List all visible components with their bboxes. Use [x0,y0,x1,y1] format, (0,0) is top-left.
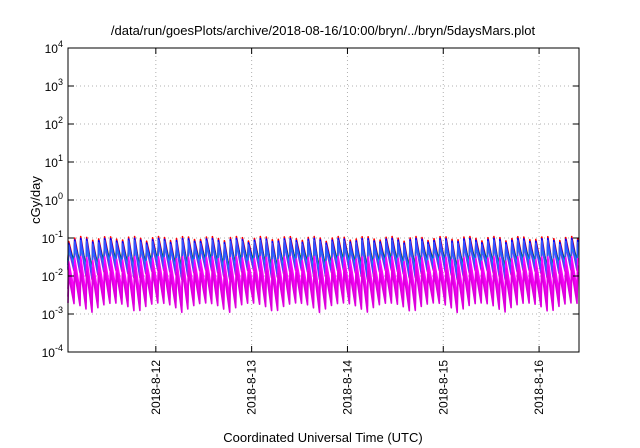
x-axis: 2018-8-12 2018-8-13 2018-8-14 2018-8-15 2018… [149,48,546,415]
y-tick-label: 10-1 [42,229,63,246]
x-tick-label: 2018-8-12 [149,360,163,415]
x-tick-label: 2018-8-13 [245,360,259,415]
y-axis-label: cGy/day [28,176,43,224]
y-axis: 10-4 10-3 10-2 10-1 100 101 102 103 104 [42,39,579,360]
series-line [67,239,579,279]
x-tick-label: 2018-8-16 [532,360,546,415]
chart-title: /data/run/goesPlots/archive/2018-08-16/1… [111,23,536,38]
y-tick-label: 10-3 [42,305,63,322]
x-tick-label: 2018-8-15 [436,360,450,415]
y-tick-label: 10-2 [42,267,63,284]
y-tick-label: 100 [45,191,63,208]
series-group [67,235,579,314]
y-tick-label: 10-4 [42,343,63,360]
y-tick-label: 101 [45,153,63,170]
y-tick-label: 102 [45,115,63,132]
series-line [67,269,579,314]
x-tick-label: 2018-8-14 [340,360,354,415]
grid [68,48,579,352]
y-tick-label: 103 [45,77,63,94]
x-axis-label: Coordinated Universal Time (UTC) [223,430,422,445]
y-tick-label: 104 [45,39,63,56]
